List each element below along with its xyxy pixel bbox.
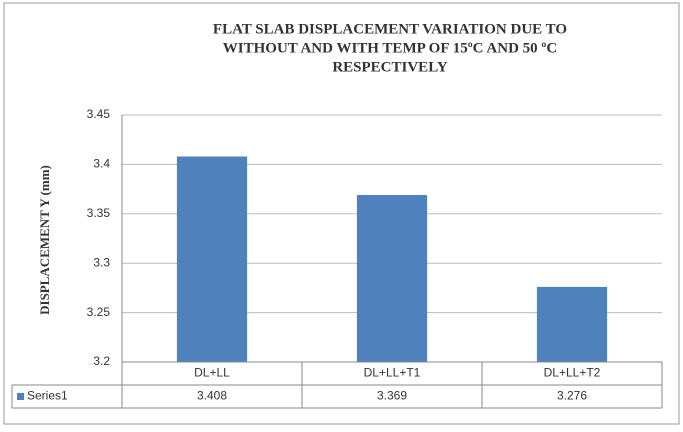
y-tick-label: 3.2 [93, 354, 110, 368]
x-tick-label: DL+LL+T2 [544, 366, 601, 380]
table-value: 3.408 [197, 389, 227, 403]
legend-label: Series1 [27, 389, 68, 403]
chart-title: RESPECTIVELY [332, 59, 447, 75]
x-tick-label: DL+LL [194, 366, 230, 380]
y-tick-label: 3.35 [87, 206, 111, 220]
table-value: 3.276 [557, 389, 587, 403]
bar [176, 156, 248, 362]
chart-title: FLAT SLAB DISPLACEMENT VARIATION DUE TO [213, 21, 567, 37]
y-tick-label: 3.3 [93, 255, 110, 269]
bar [536, 286, 608, 362]
y-tick-label: 3.4 [93, 157, 110, 171]
bar [356, 195, 428, 362]
y-tick-label: 3.25 [87, 305, 111, 319]
y-axis-label: DISPLACEMENT Y (mm) [37, 165, 52, 315]
table-value: 3.369 [377, 389, 407, 403]
legend-key [17, 393, 24, 400]
y-tick-label: 3.45 [87, 107, 111, 121]
chart-title: WITHOUT AND WITH TEMP OF 15ºC AND 50 ºC [223, 40, 557, 56]
x-tick-label: DL+LL+T1 [364, 366, 421, 380]
